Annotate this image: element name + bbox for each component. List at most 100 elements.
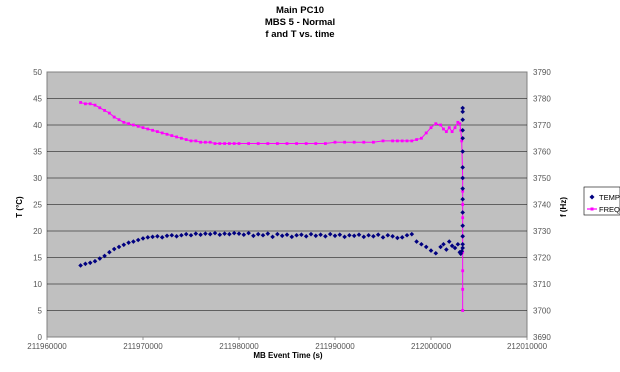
y-tick-label-right: 3710 (533, 280, 551, 289)
freq-point (458, 122, 462, 126)
freq-point (98, 106, 102, 110)
y-tick-label-right: 3690 (533, 333, 551, 342)
freq-point (381, 139, 385, 143)
x-tick-label: 211990000 (315, 342, 355, 351)
freq-point (456, 120, 460, 124)
temp-point (279, 233, 285, 239)
temp-point (193, 231, 199, 236)
freq-point (228, 142, 231, 145)
temp-point (459, 248, 465, 254)
freq-point (420, 136, 423, 140)
chart-title-line-2: MBS 5 - Normal (265, 17, 335, 28)
x-axis-ticks: 211960000 211970000 211980000 211990000 2120… (27, 337, 548, 351)
temp-point (92, 258, 98, 264)
temp-point (318, 232, 323, 238)
temp-point (255, 231, 261, 237)
temp-point (284, 232, 290, 238)
temp-point (399, 235, 405, 240)
temp-point (460, 105, 465, 111)
legend-temp-label: TEMP (599, 193, 620, 202)
series-temp (78, 105, 465, 268)
freq-point (461, 203, 465, 206)
temp-point (164, 233, 170, 239)
freq-point (84, 102, 87, 106)
freq-point (132, 123, 135, 127)
y-tick-label-right: 3770 (533, 121, 551, 130)
temp-point (111, 246, 117, 252)
temp-point (457, 249, 463, 255)
freq-point (184, 138, 188, 141)
freq-point (461, 309, 465, 312)
temp-point (140, 236, 146, 241)
y-tick-label-right: 3700 (533, 307, 551, 316)
temp-point (375, 232, 381, 238)
freq-point (442, 127, 445, 131)
freq-point (151, 128, 154, 132)
y-tick-label-left: 40 (33, 121, 42, 130)
temp-point (361, 234, 367, 240)
temp-point (337, 232, 343, 238)
temp-point (260, 232, 266, 238)
freq-point (460, 139, 464, 143)
temp-point (460, 234, 465, 239)
freq-point (324, 142, 327, 145)
y-tick-label-left: 45 (33, 95, 42, 104)
freq-point (285, 142, 289, 145)
temp-point (203, 231, 208, 236)
freq-point (146, 127, 150, 131)
temp-point (351, 233, 357, 239)
temp-point (135, 237, 141, 243)
freq-point (439, 123, 442, 127)
temp-point (460, 128, 465, 133)
temp-point (414, 239, 419, 244)
x-tick-label: 212010000 (507, 342, 548, 351)
temp-point (289, 234, 295, 240)
temp-point (460, 165, 465, 170)
temp-point (332, 233, 338, 239)
y-tick-label-left: 5 (38, 307, 43, 316)
temp-point (241, 232, 247, 238)
y-tick-label-right: 3720 (533, 254, 551, 263)
freq-point (93, 103, 97, 107)
temp-point (78, 263, 83, 268)
y-tick-label-right: 3740 (533, 201, 551, 210)
freq-point (415, 138, 418, 141)
freq-point (141, 126, 145, 130)
freq-point (213, 142, 217, 145)
freq-point (136, 124, 140, 128)
y-tick-label-right: 3780 (533, 95, 551, 104)
freq-point (453, 126, 457, 130)
freq-point (429, 126, 433, 130)
temp-point (308, 231, 314, 237)
freq-point (362, 140, 366, 144)
temp-point (231, 230, 237, 236)
freq-point (461, 216, 465, 220)
y-tick-label-left: 30 (33, 174, 42, 183)
freq-point (208, 140, 212, 144)
freq-point (314, 142, 318, 145)
temp-point (460, 245, 465, 251)
legend: TEMP FREQ (583, 186, 620, 216)
freq-point (405, 139, 409, 143)
freq-point (122, 120, 126, 124)
x-tick-label: 211980000 (219, 342, 259, 351)
temp-point (131, 239, 136, 244)
temp-point (460, 109, 465, 115)
temp-point (227, 231, 232, 237)
freq-point (189, 139, 193, 143)
temp-point (433, 250, 439, 256)
chart-title-line-1: Main PC10 (276, 5, 324, 16)
y-tick-label-left: 0 (38, 333, 43, 342)
y-tick-label-right: 3790 (533, 68, 551, 77)
freq-point (79, 101, 82, 104)
y-tick-label-right: 3760 (533, 148, 551, 157)
temp-point (299, 232, 304, 238)
freq-point (160, 131, 164, 135)
temp-point (419, 241, 424, 247)
temp-point (452, 245, 458, 251)
temp-point (366, 232, 371, 238)
temp-point (444, 247, 449, 252)
freq-point (237, 142, 241, 145)
freq-point (276, 142, 279, 145)
legend-temp-marker (589, 194, 595, 200)
